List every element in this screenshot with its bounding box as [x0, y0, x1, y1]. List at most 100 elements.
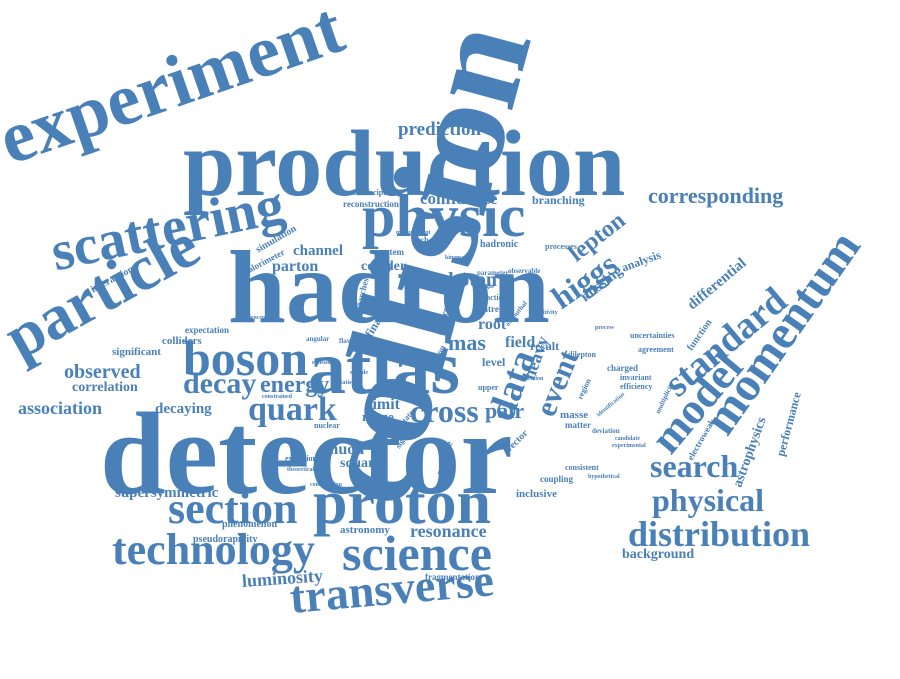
word-efficiency: efficiency	[620, 382, 653, 391]
word-processes: processes	[545, 242, 577, 251]
word-technology: technology	[112, 525, 315, 574]
word-multidisciplinary: multidisciplinary	[345, 188, 404, 197]
word-photon: photon	[437, 269, 498, 291]
word-result: result	[530, 339, 560, 353]
word-theoretical: theoretical	[287, 467, 315, 473]
word-angular: angular	[306, 335, 330, 343]
word-deviation: deviation	[592, 427, 620, 435]
word-astronomy: astronomy	[340, 524, 390, 536]
word-charged: charged	[607, 363, 638, 373]
word-phenomenon: phenomenon	[222, 519, 278, 530]
word-candidate: candidate	[615, 436, 641, 442]
word-jet: jet	[388, 339, 408, 359]
word-production: production	[183, 112, 626, 216]
word-corresponding: corresponding	[648, 183, 784, 208]
word-inclusive: inclusive	[516, 488, 557, 500]
word-fraction: fraction	[480, 293, 508, 302]
word-limit: limit	[368, 396, 400, 413]
word-fragmentation: fragmentation	[425, 572, 480, 582]
word-extension: extension	[285, 454, 317, 463]
word-range: range	[362, 409, 394, 424]
word-boson: boson	[183, 330, 309, 386]
word-process: process	[595, 325, 614, 331]
word-flavour: flavour	[339, 337, 361, 345]
word-significant: significant	[112, 346, 161, 358]
word-section: section	[168, 484, 298, 533]
word-system: system	[378, 247, 404, 257]
word-masse: masse	[560, 409, 589, 421]
word-ratio: ratio	[372, 311, 391, 321]
word-decaying: decaying	[155, 401, 212, 417]
word-background: background	[622, 547, 695, 562]
word-branching: branching	[532, 193, 585, 207]
word-dark: dark	[454, 225, 467, 231]
word-pair: pair	[485, 398, 525, 423]
word-nuclear: nuclear	[314, 421, 340, 430]
word-cross: cross	[410, 393, 479, 429]
word-analysis: analysis	[619, 247, 663, 275]
word-rapidity: rapidity	[440, 290, 461, 296]
word-distribution: distribution	[628, 514, 811, 554]
word-field: field	[505, 334, 536, 351]
word-region: region	[575, 377, 593, 401]
word-hypothetical: hypothetical	[588, 474, 620, 480]
word-emission: emission	[312, 360, 335, 366]
word-detector: detector	[100, 388, 513, 519]
word-supersymmetric: supersymmetric	[115, 485, 219, 501]
word-decay: decay	[183, 367, 257, 400]
word-hadron: hadron	[228, 230, 550, 345]
word-association: association	[18, 398, 103, 418]
word-experimental: experimental	[612, 443, 646, 449]
word-kinematic: kinematic	[445, 255, 471, 261]
word-identification: identification	[596, 391, 626, 419]
word-performance: performance	[773, 390, 804, 458]
word-order: order	[262, 315, 277, 321]
word-detection: detection	[520, 376, 544, 382]
word-statistical: statistical	[338, 380, 363, 386]
word-physical: physical	[652, 482, 765, 518]
word-hadronic: hadronic	[480, 239, 519, 250]
word-physic: physic	[362, 183, 526, 249]
word-single: single	[477, 282, 495, 290]
word-prediction: prediction	[398, 119, 482, 140]
word-upper: upper	[478, 383, 499, 392]
word-science: science	[342, 525, 492, 581]
word-muon: muon	[325, 441, 365, 458]
word-centre: centre	[475, 304, 499, 314]
word-parameter: parameter	[477, 269, 509, 277]
word-evidence: evidence	[240, 315, 262, 321]
word-mas: mas	[448, 330, 486, 355]
word-collider: collider	[361, 259, 407, 274]
word-measurement: measurement	[396, 230, 431, 236]
word-observed: observed	[64, 361, 141, 383]
word-observable: observable	[508, 267, 541, 275]
word-squark: squark	[340, 456, 383, 471]
word-atlas: atlas	[308, 326, 460, 410]
word-pseudorapidity: pseudorapidity	[193, 534, 258, 545]
word-colliders: colliders	[162, 335, 202, 347]
word-energy: energy	[260, 372, 330, 398]
word-agreement: agreement	[638, 345, 674, 354]
word-level: level	[482, 355, 506, 369]
word-root: root	[478, 316, 507, 333]
word-correlation: correlation	[72, 380, 138, 395]
word-channel: channel	[293, 243, 344, 259]
word-search: search	[650, 448, 739, 484]
word-sample: sample	[350, 370, 368, 376]
word-new: new	[468, 225, 479, 231]
word-uncertainties: uncertainties	[630, 331, 675, 340]
word-matter: matter	[565, 420, 591, 430]
word-expectation: expectation	[185, 325, 229, 335]
word-coupling: coupling	[540, 474, 574, 484]
word-confidence: confidence	[420, 189, 498, 208]
word-proton: proton	[313, 469, 492, 537]
word-quark: quark	[248, 391, 337, 428]
word-charge: charge	[420, 235, 446, 245]
word-invariant: invariant	[620, 373, 652, 382]
word-constrained: constrained	[262, 394, 292, 400]
word-parton: parton	[272, 258, 319, 275]
word-sensitivity: sensitivity	[532, 310, 558, 316]
word-dilepton: dilepton	[568, 350, 597, 359]
word-large: large	[296, 315, 309, 321]
